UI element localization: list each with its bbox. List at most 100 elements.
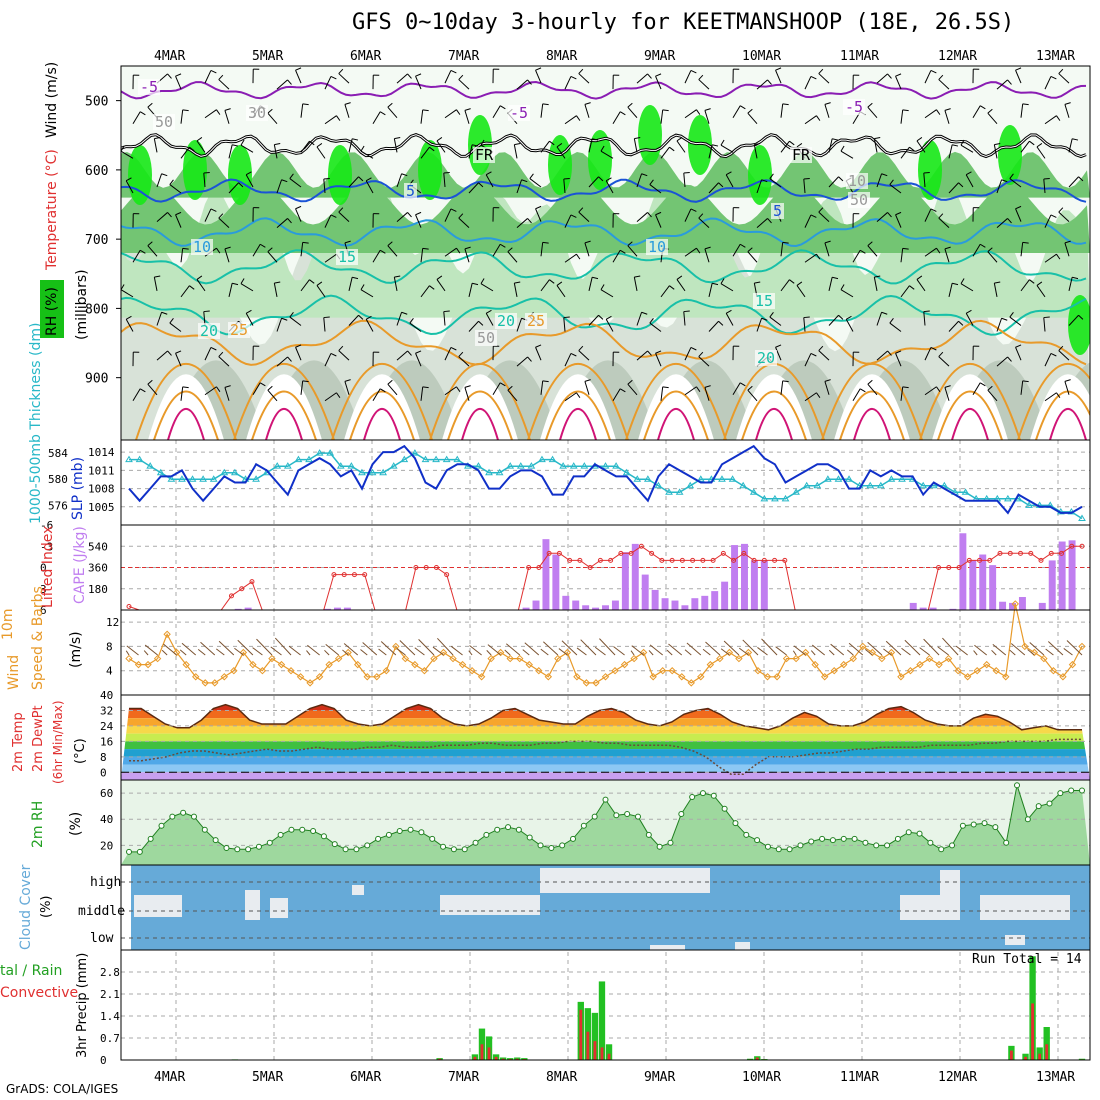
thickness-marker xyxy=(135,455,144,463)
wind-barb xyxy=(1009,178,1022,188)
wind-barb-flag xyxy=(952,144,959,147)
wind-barb-flag xyxy=(521,179,528,183)
thickness-marker xyxy=(156,468,165,476)
wind-barb-flag xyxy=(641,173,648,177)
wind-speed-marker xyxy=(268,654,276,663)
wind-barb-flag xyxy=(125,177,132,182)
surface-wind-barb xyxy=(1047,641,1064,656)
cape-tick-label: 180 xyxy=(88,583,108,596)
isotherm-arch-25 xyxy=(625,362,727,440)
wind-barb-flag xyxy=(1015,67,1022,71)
wind-barb xyxy=(818,350,830,361)
rh-axis-label: 2m RH xyxy=(30,801,46,848)
wind-barb xyxy=(415,353,422,367)
wind-barb-flag xyxy=(895,73,902,77)
cloud-clear-patch xyxy=(540,868,710,893)
wind-barb xyxy=(873,277,878,291)
wind-barb xyxy=(747,112,758,125)
wind-barb xyxy=(584,104,590,118)
wind-barb xyxy=(900,109,904,124)
wind-barb xyxy=(676,140,686,153)
wind-barb xyxy=(324,253,337,263)
wind-barb xyxy=(972,243,981,257)
wind-barb xyxy=(348,138,353,153)
thickness-marker xyxy=(125,455,133,463)
wind-barb-flag xyxy=(662,109,669,112)
wind-speed-marker xyxy=(554,654,562,663)
isotherm-arch-35 xyxy=(265,407,303,440)
wind-barb-flag xyxy=(832,276,839,280)
wind-barb-flag xyxy=(576,253,581,260)
wind-barb-flag xyxy=(881,311,888,315)
lifted-index-marker xyxy=(761,557,767,563)
wind-barb-flag xyxy=(718,320,724,326)
isotherm-arch-35 xyxy=(363,407,401,440)
surface-wind-barb xyxy=(237,639,254,656)
wind-barb-flag xyxy=(923,310,930,313)
wind-speed-marker xyxy=(211,679,219,687)
wind-barb xyxy=(276,318,283,332)
contour-label: 20 xyxy=(200,322,218,340)
surface-wind-barb xyxy=(396,648,406,656)
lifted-index-marker xyxy=(649,550,655,556)
lifted-index-marker xyxy=(423,565,429,570)
lifted-index-marker xyxy=(526,565,532,570)
wind-barb-flag xyxy=(570,214,577,218)
temperature-band xyxy=(121,764,1090,773)
pressure-tick-label: 700 xyxy=(85,233,108,248)
surface-wind-barb xyxy=(883,648,892,656)
wind-barb xyxy=(316,285,326,298)
wind-barb-flag xyxy=(154,136,161,140)
wind-barb xyxy=(323,317,326,332)
wind-barb-flag xyxy=(960,139,965,146)
wind-barb-flag xyxy=(936,247,941,254)
wind-barb xyxy=(564,214,572,228)
wind-speed-marker xyxy=(840,660,848,669)
wind-speed-marker xyxy=(658,667,667,675)
wind-barb-flag xyxy=(422,109,429,112)
wind-barb xyxy=(295,70,302,84)
wind-barb xyxy=(895,353,902,367)
cape-bar xyxy=(681,605,689,610)
rh-marker xyxy=(710,792,717,799)
thickness-marker xyxy=(305,455,313,463)
wind-barb xyxy=(443,173,446,188)
date-label-bottom: 5MAR xyxy=(252,1070,283,1085)
wind-barb xyxy=(420,109,424,124)
lifted-index-marker xyxy=(690,557,696,563)
wind-barb xyxy=(1015,208,1022,222)
rh-moist-patch xyxy=(328,145,352,205)
thickness-marker xyxy=(411,449,419,456)
thickness-marker xyxy=(442,455,451,463)
wind-barb-flag xyxy=(1036,281,1043,286)
cape-bar xyxy=(532,600,540,610)
wind-barb-flag xyxy=(584,240,591,244)
surface-wind-barb xyxy=(325,644,339,656)
wind-barb-flag xyxy=(218,213,224,219)
wind-barb xyxy=(324,76,332,90)
wind-barb-flag xyxy=(352,138,359,141)
thickness-marker xyxy=(834,475,843,482)
rh-marker xyxy=(840,835,847,842)
temp-tick-label: 0 xyxy=(100,766,107,779)
temperature-band xyxy=(121,704,1090,711)
wind-barb-flag xyxy=(902,247,909,250)
wind-barb xyxy=(252,243,261,257)
wind-barb xyxy=(513,144,518,159)
wind-barb-flag xyxy=(529,173,534,179)
wind-barb-flag xyxy=(649,179,654,185)
wind-barb xyxy=(228,144,233,159)
surface-wind-barb xyxy=(342,649,349,656)
wind-speed-marker xyxy=(754,667,762,675)
wind-speed-marker xyxy=(868,648,877,657)
cape-bar xyxy=(234,608,242,610)
wind-speed-marker xyxy=(973,667,981,675)
cloud-clear-patch xyxy=(650,945,685,950)
wind-barb-flag xyxy=(696,386,701,392)
wind-barb-flag xyxy=(936,386,941,392)
cape-bar xyxy=(691,598,699,610)
rh-moist-patch xyxy=(128,145,152,205)
temp-tick-label: 32 xyxy=(100,704,113,717)
wind-barb xyxy=(563,179,566,194)
